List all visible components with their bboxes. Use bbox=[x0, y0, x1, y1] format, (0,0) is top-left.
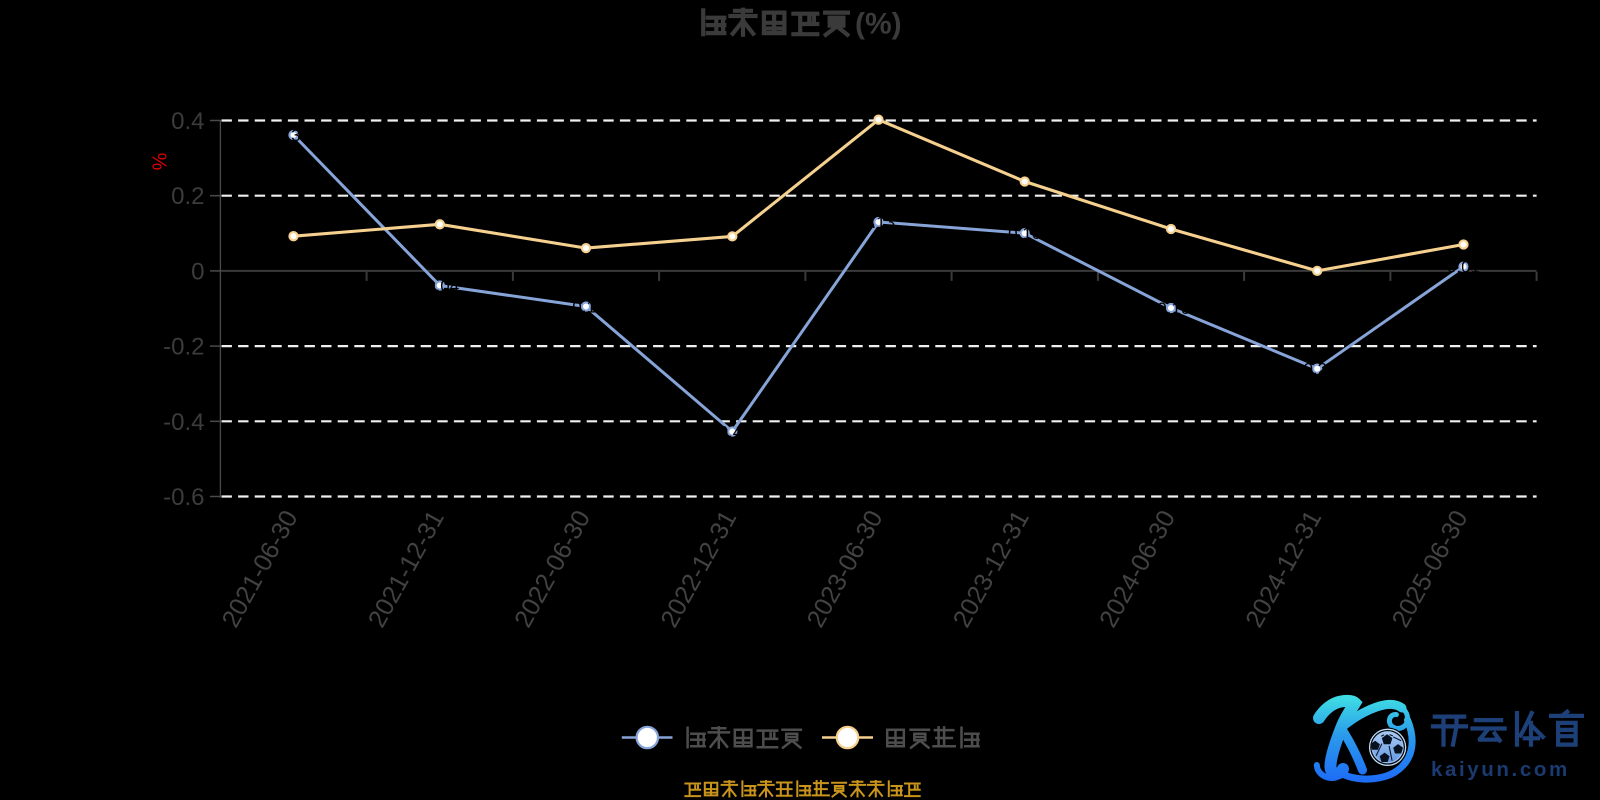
svg-text:0: 0 bbox=[191, 258, 204, 285]
svg-text:-0.2: -0.2 bbox=[163, 334, 204, 361]
svg-text:-0.10: -0.10 bbox=[567, 298, 606, 317]
svg-text:kaiyun.com: kaiyun.com bbox=[1431, 758, 1570, 781]
svg-text:-0.4: -0.4 bbox=[163, 409, 204, 436]
svg-text:0.36: 0.36 bbox=[277, 126, 310, 145]
svg-text:0.10: 0.10 bbox=[1008, 224, 1041, 243]
svg-text:(%): (%) bbox=[855, 8, 902, 41]
svg-text:0.13: 0.13 bbox=[862, 213, 895, 232]
svg-text:-0.10: -0.10 bbox=[1152, 299, 1191, 318]
svg-text:-0.26: -0.26 bbox=[1298, 360, 1337, 379]
svg-text:%: % bbox=[148, 153, 170, 171]
svg-text:0.4: 0.4 bbox=[171, 108, 204, 135]
svg-text:0.2: 0.2 bbox=[171, 183, 204, 210]
svg-text:-0.04: -0.04 bbox=[420, 277, 459, 296]
svg-text:-0.6: -0.6 bbox=[163, 484, 204, 511]
svg-text:0.01: 0.01 bbox=[1447, 258, 1480, 277]
svg-text:-0.43: -0.43 bbox=[713, 423, 752, 442]
